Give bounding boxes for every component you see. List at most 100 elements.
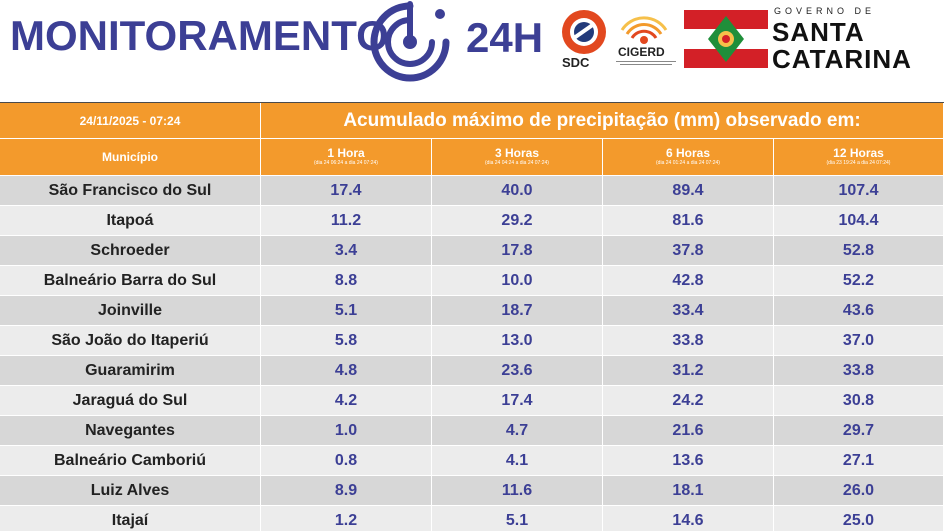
table-row: Guaramirim 4.8 23.6 31.2 33.8 (0, 356, 944, 386)
period-range: (dia 24 04:24 a dia 24 07:24) (485, 160, 549, 166)
value-1h: 5.8 (261, 326, 432, 356)
value-3h: 17.8 (432, 236, 603, 266)
value-12h: 26.0 (774, 476, 944, 506)
value-12h: 25.0 (774, 506, 944, 531)
value-12h: 104.4 (774, 206, 944, 236)
period-6h-header: 6 Horas (dia 24 01:24 a dia 24 07:24) (603, 139, 774, 176)
cigerd-label: CIGERD (618, 45, 665, 59)
value-12h: 52.2 (774, 266, 944, 296)
table-row: São João do Itaperiú 5.8 13.0 33.8 37.0 (0, 326, 944, 356)
state-name-line1: SANTA (772, 17, 865, 47)
value-3h: 10.0 (432, 266, 603, 296)
value-3h: 13.0 (432, 326, 603, 356)
value-12h: 107.4 (774, 176, 944, 206)
period-range: (dia 23 19:24 a dia 24 07:24) (826, 160, 891, 166)
value-1h: 4.8 (261, 356, 432, 386)
value-1h: 3.4 (261, 236, 432, 266)
value-1h: 5.1 (261, 296, 432, 326)
municipio-cell: Joinville (0, 296, 261, 326)
value-1h: 4.2 (261, 386, 432, 416)
radar-icon (370, 1, 450, 82)
value-6h: 21.6 (603, 416, 774, 446)
value-1h: 8.8 (261, 266, 432, 296)
table-row: Balneário Camboriú 0.8 4.1 13.6 27.1 (0, 446, 944, 476)
value-3h: 23.6 (432, 356, 603, 386)
value-6h: 18.1 (603, 476, 774, 506)
municipio-cell: Navegantes (0, 416, 261, 446)
municipio-cell: São João do Itaperiú (0, 326, 261, 356)
value-6h: 81.6 (603, 206, 774, 236)
value-12h: 33.8 (774, 356, 944, 386)
table-row: Balneário Barra do Sul 8.8 10.0 42.8 52.… (0, 266, 944, 296)
value-1h: 17.4 (261, 176, 432, 206)
value-6h: 33.8 (603, 326, 774, 356)
value-3h: 4.1 (432, 446, 603, 476)
municipio-cell: Schroeder (0, 236, 261, 266)
value-12h: 29.7 (774, 416, 944, 446)
value-12h: 30.8 (774, 386, 944, 416)
municipio-cell: Luiz Alves (0, 476, 261, 506)
municipio-cell: Jaraguá do Sul (0, 386, 261, 416)
value-3h: 11.6 (432, 476, 603, 506)
value-1h: 11.2 (261, 206, 432, 236)
value-1h: 0.8 (261, 446, 432, 476)
value-6h: 14.6 (603, 506, 774, 531)
value-1h: 8.9 (261, 476, 432, 506)
municipio-column-header: Município (0, 139, 261, 176)
value-6h: 24.2 (603, 386, 774, 416)
page-header: MONITORAMENTO 24H SDC CIGERD GOVERNO DE … (0, 0, 944, 103)
santa-catarina-flag-icon (684, 10, 768, 68)
period-range: (dia 24 06:24 a dia 24 07:24) (314, 160, 378, 166)
period-3h-header: 3 Horas (dia 24 04:24 a dia 24 07:24) (432, 139, 603, 176)
table-row: Luiz Alves 8.9 11.6 18.1 26.0 (0, 476, 944, 506)
cigerd-logo-icon (620, 16, 668, 44)
value-12h: 43.6 (774, 296, 944, 326)
sdc-logo-icon (562, 10, 606, 54)
value-6h: 31.2 (603, 356, 774, 386)
value-6h: 33.4 (603, 296, 774, 326)
value-6h: 13.6 (603, 446, 774, 476)
value-3h: 18.7 (432, 296, 603, 326)
value-3h: 17.4 (432, 386, 603, 416)
municipio-cell: Balneário Barra do Sul (0, 266, 261, 296)
sdc-label: SDC (562, 55, 590, 70)
municipio-cell: Balneário Camboriú (0, 446, 261, 476)
value-3h: 29.2 (432, 206, 603, 236)
period-label: 6 Horas (665, 146, 711, 160)
table-row: Jaraguá do Sul 4.2 17.4 24.2 30.8 (0, 386, 944, 416)
table-row: Navegantes 1.0 4.7 21.6 29.7 (0, 416, 944, 446)
value-1h: 1.2 (261, 506, 432, 531)
table-row: Schroeder 3.4 17.8 37.8 52.8 (0, 236, 944, 266)
cigerd-subtitle-icon (616, 61, 676, 65)
table-row: Joinville 5.1 18.7 33.4 43.6 (0, 296, 944, 326)
period-label: 12 Horas (833, 146, 884, 160)
table-row: Itapoá 11.2 29.2 81.6 104.4 (0, 206, 944, 236)
table-header-row-2: Município 1 Hora (dia 24 06:24 a dia 24 … (0, 139, 944, 176)
period-range: (dia 24 01:24 a dia 24 07:24) (656, 160, 720, 166)
table-header-row-1: 24/11/2025 - 07:24 Acumulado máximo de p… (0, 103, 944, 139)
period-label: 3 Horas (494, 146, 540, 160)
municipio-cell: São Francisco do Sul (0, 176, 261, 206)
value-12h: 52.8 (774, 236, 944, 266)
period-12h-header: 12 Horas (dia 23 19:24 a dia 24 07:24) (774, 139, 944, 176)
value-3h: 4.7 (432, 416, 603, 446)
state-name-line2: CATARINA (772, 44, 912, 74)
municipio-cell: Guaramirim (0, 356, 261, 386)
table-row: Itajaí 1.2 5.1 14.6 25.0 (0, 506, 944, 531)
municipio-cell: Itajaí (0, 506, 261, 531)
value-6h: 89.4 (603, 176, 774, 206)
report-datetime: 24/11/2025 - 07:24 (0, 103, 261, 139)
value-3h: 40.0 (432, 176, 603, 206)
value-1h: 1.0 (261, 416, 432, 446)
table-row: São Francisco do Sul 17.4 40.0 89.4 107.… (0, 176, 944, 206)
period-1h-header: 1 Hora (dia 24 06:24 a dia 24 07:24) (261, 139, 432, 176)
value-12h: 27.1 (774, 446, 944, 476)
value-12h: 37.0 (774, 326, 944, 356)
government-label: GOVERNO DE (774, 6, 876, 16)
table-main-header: Acumulado máximo de precipitação (mm) ob… (261, 103, 944, 139)
value-6h: 42.8 (603, 266, 774, 296)
value-6h: 37.8 (603, 236, 774, 266)
title-suffix: 24H (466, 14, 544, 61)
period-label: 1 Hora (327, 146, 365, 160)
municipio-cell: Itapoá (0, 206, 261, 236)
